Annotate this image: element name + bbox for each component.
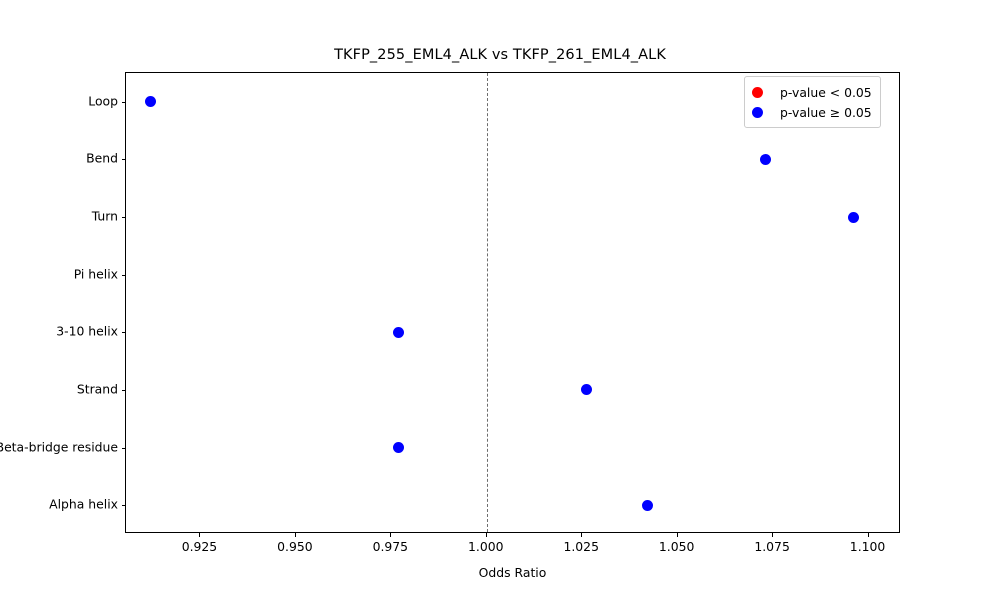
x-axis-tick-label: 0.950 bbox=[277, 539, 313, 554]
y-axis-tick-label: Turn bbox=[91, 208, 118, 224]
reference-line bbox=[486, 73, 488, 532]
data-point bbox=[145, 96, 157, 108]
x-axis-tick-label: 1.075 bbox=[754, 539, 790, 554]
x-axis-tick-label: 1.000 bbox=[468, 539, 504, 554]
y-axis-tick-label: Loop bbox=[88, 93, 118, 109]
y-axis-tick bbox=[122, 217, 126, 219]
legend-label: p-value < 0.05 bbox=[780, 84, 872, 100]
y-axis-tick-label: Strand bbox=[76, 381, 118, 397]
chart-title: TKFP_255_EML4_ALK vs TKFP_261_EML4_ALK bbox=[334, 47, 666, 63]
x-axis-tick-labels: 0.925 0.950 0.975 1.000 1.025 1.050 1.075 1.100 bbox=[125, 533, 900, 563]
legend-marker-dot-icon bbox=[752, 106, 763, 118]
y-axis-tick bbox=[122, 274, 126, 276]
y-axis-tick-label: Bend bbox=[86, 150, 118, 166]
x-axis-tick bbox=[390, 533, 392, 537]
x-axis-tick bbox=[199, 533, 201, 537]
legend: p-value < 0.05 p-value ≥ 0.05 bbox=[744, 76, 881, 128]
legend-marker-dot-icon bbox=[752, 86, 763, 98]
x-axis-tick bbox=[294, 533, 296, 537]
x-axis-tick bbox=[581, 533, 583, 537]
y-axis-tick bbox=[122, 159, 126, 161]
data-point bbox=[393, 326, 405, 338]
legend-item: p-value ≥ 0.05 bbox=[752, 102, 872, 122]
y-axis-tick-label: Pi helix bbox=[73, 266, 118, 282]
x-axis-tick-label: 0.975 bbox=[372, 539, 409, 554]
y-axis-tick bbox=[122, 447, 126, 449]
data-point bbox=[393, 442, 405, 454]
y-axis-tick bbox=[122, 389, 126, 391]
y-axis-tick-labels: Loop Bend Turn Pi helix 3-10 helix Strand Beta… bbox=[0, 72, 118, 533]
data-point bbox=[580, 384, 592, 396]
x-axis-tick-label: 1.100 bbox=[849, 539, 886, 554]
data-point bbox=[759, 153, 771, 165]
data-point bbox=[847, 211, 859, 223]
x-axis-tick-label: 0.925 bbox=[181, 539, 218, 554]
x-axis-tick bbox=[772, 533, 774, 537]
x-axis-tick bbox=[676, 533, 678, 537]
x-axis-tick-label: 1.050 bbox=[658, 539, 695, 554]
legend-label: p-value ≥ 0.05 bbox=[780, 104, 872, 120]
plot-inner bbox=[126, 73, 899, 532]
data-point bbox=[641, 499, 653, 511]
legend-item: p-value < 0.05 bbox=[752, 82, 872, 102]
y-axis-tick-label: Alpha helix bbox=[49, 496, 118, 512]
plot-area bbox=[122, 72, 900, 533]
y-axis-tick bbox=[122, 505, 126, 507]
y-axis-tick bbox=[122, 332, 126, 334]
x-axis-tick bbox=[867, 533, 869, 537]
x-axis-tick bbox=[485, 533, 487, 537]
x-axis-tick-label: 1.025 bbox=[563, 539, 599, 554]
x-axis-label: Odds Ratio bbox=[478, 565, 547, 580]
y-axis-tick bbox=[122, 101, 126, 103]
y-axis-tick-label: Beta-bridge residue bbox=[0, 439, 118, 455]
y-axis-tick-label: 3-10 helix bbox=[56, 323, 118, 339]
